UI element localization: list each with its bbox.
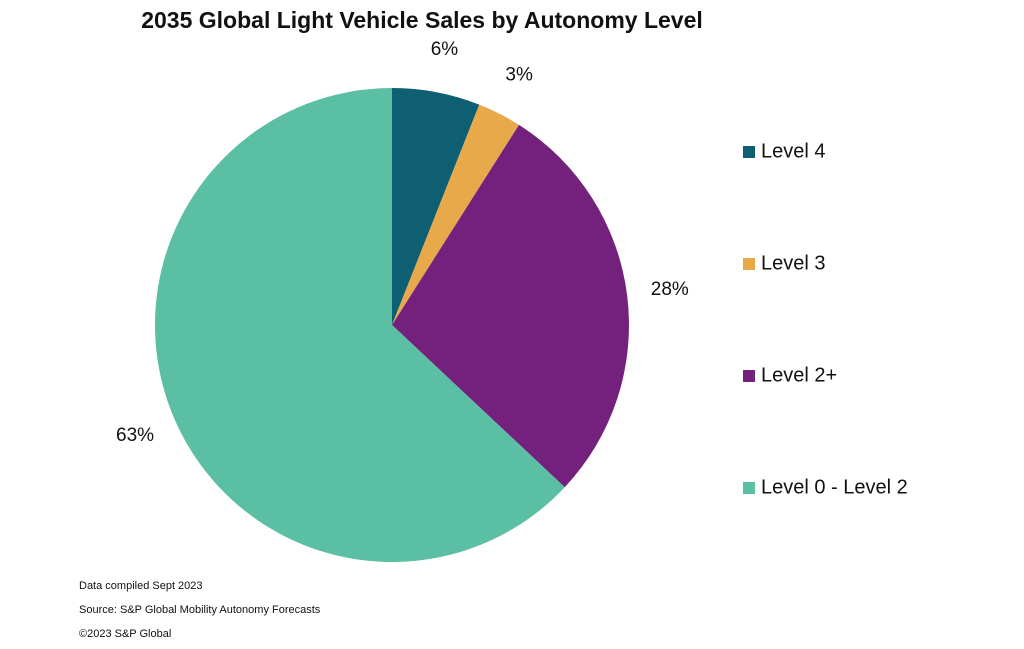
value-label: 28%	[651, 279, 689, 300]
pie-slice	[392, 88, 480, 325]
legend-swatch	[743, 482, 755, 494]
legend-swatch	[743, 258, 755, 270]
footnote: ©2023 S&P Global	[79, 628, 171, 640]
legend-label: Level 0 - Level 2	[761, 476, 908, 498]
legend-swatch	[743, 370, 755, 382]
value-label: 3%	[505, 65, 533, 86]
pie-slice	[155, 88, 565, 562]
legend-label: Level 3	[761, 252, 826, 274]
legend-swatch	[743, 146, 755, 158]
pie-slice	[392, 124, 630, 488]
pie-slice	[392, 104, 519, 325]
legend-label: Level 2+	[761, 364, 837, 386]
legend-label: Level 4	[761, 140, 826, 162]
footnote: Data compiled Sept 2023	[79, 580, 203, 592]
footnote: Source: S&P Global Mobility Autonomy For…	[79, 604, 321, 616]
value-label: 63%	[116, 425, 154, 446]
value-label: 6%	[431, 39, 459, 60]
chart-title: 2035 Global Light Vehicle Sales by Auton…	[141, 7, 703, 33]
